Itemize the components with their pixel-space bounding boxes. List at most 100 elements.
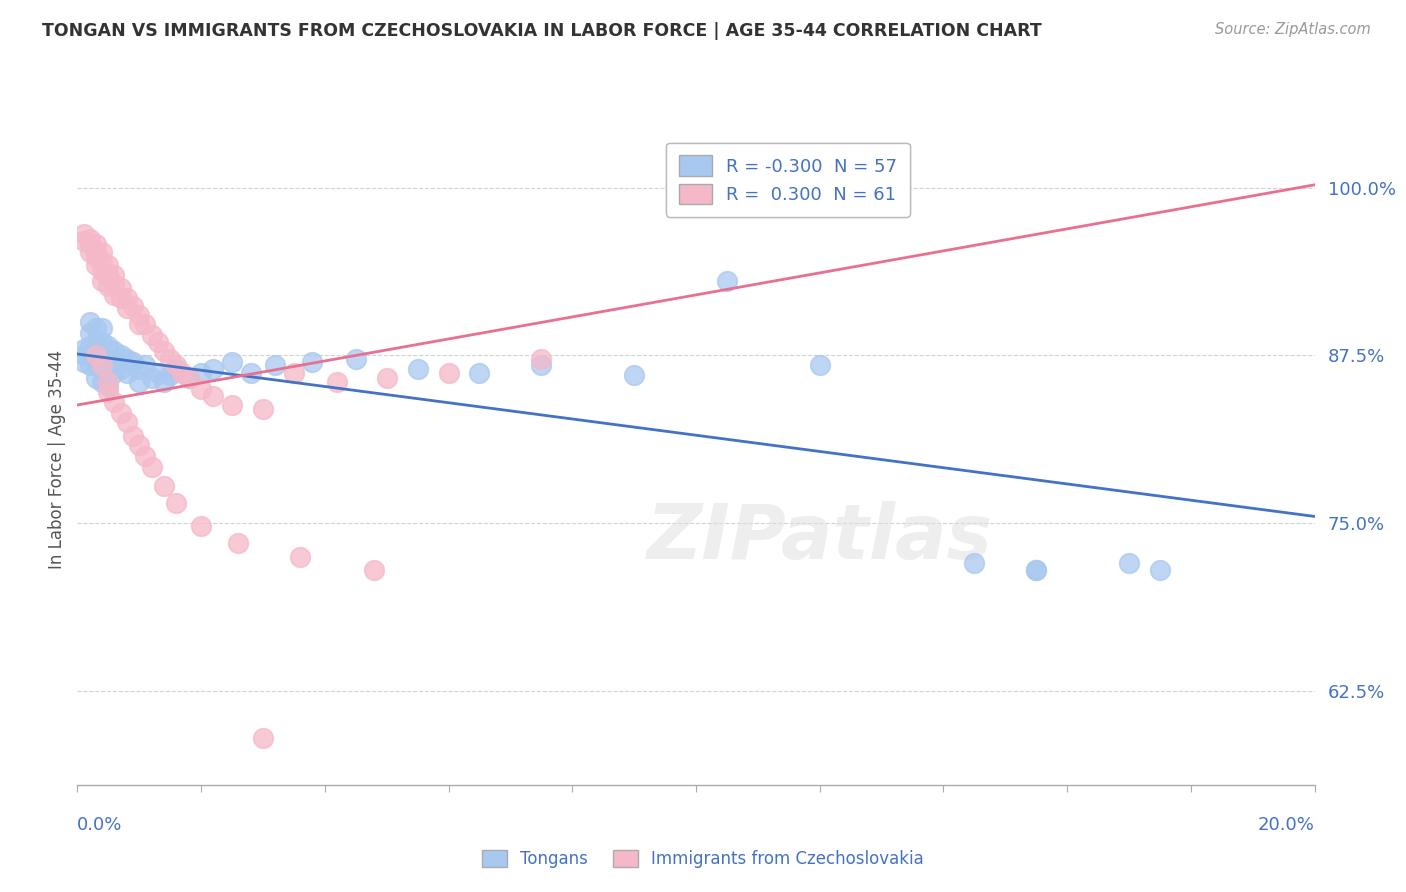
Point bbox=[72, 342, 94, 356]
Point bbox=[146, 334, 169, 349]
Point bbox=[72, 355, 94, 369]
Point bbox=[221, 398, 243, 412]
Point bbox=[115, 366, 138, 380]
Point bbox=[72, 227, 94, 242]
Point bbox=[437, 366, 460, 380]
Point bbox=[363, 563, 385, 577]
Point bbox=[84, 371, 107, 385]
Point bbox=[159, 352, 181, 367]
Point bbox=[716, 275, 738, 289]
Text: ZIPatlas: ZIPatlas bbox=[647, 500, 993, 574]
Point bbox=[141, 459, 163, 474]
Point bbox=[110, 348, 132, 362]
Point bbox=[79, 348, 101, 362]
Point bbox=[252, 731, 274, 745]
Point bbox=[623, 368, 645, 383]
Point bbox=[115, 301, 138, 316]
Text: 20.0%: 20.0% bbox=[1258, 816, 1315, 834]
Point bbox=[128, 438, 150, 452]
Point bbox=[1025, 563, 1047, 577]
Point bbox=[110, 291, 132, 305]
Point bbox=[84, 250, 107, 264]
Point bbox=[103, 344, 125, 359]
Point bbox=[115, 291, 138, 305]
Point bbox=[122, 355, 145, 369]
Point bbox=[1118, 557, 1140, 571]
Legend: R = -0.300  N = 57, R =  0.300  N = 61: R = -0.300 N = 57, R = 0.300 N = 61 bbox=[666, 143, 910, 217]
Point bbox=[172, 366, 194, 380]
Point bbox=[128, 308, 150, 322]
Point bbox=[122, 299, 145, 313]
Point bbox=[91, 361, 114, 376]
Point bbox=[202, 389, 225, 403]
Point bbox=[91, 321, 114, 335]
Point bbox=[326, 375, 349, 389]
Point bbox=[375, 371, 398, 385]
Point bbox=[91, 254, 114, 268]
Point bbox=[134, 449, 156, 463]
Point bbox=[97, 379, 120, 393]
Point bbox=[84, 358, 107, 372]
Point bbox=[122, 429, 145, 443]
Point bbox=[190, 519, 212, 533]
Point bbox=[221, 355, 243, 369]
Point bbox=[103, 268, 125, 282]
Point bbox=[72, 348, 94, 362]
Point bbox=[128, 361, 150, 376]
Point bbox=[103, 277, 125, 292]
Point bbox=[91, 334, 114, 349]
Point bbox=[84, 236, 107, 251]
Point bbox=[141, 371, 163, 385]
Point bbox=[79, 339, 101, 353]
Point bbox=[963, 557, 986, 571]
Point bbox=[288, 549, 311, 564]
Point bbox=[97, 339, 120, 353]
Point bbox=[103, 355, 125, 369]
Point bbox=[177, 371, 200, 385]
Point bbox=[165, 361, 187, 376]
Point bbox=[146, 366, 169, 380]
Point bbox=[79, 326, 101, 340]
Point bbox=[344, 352, 367, 367]
Point bbox=[84, 259, 107, 273]
Point bbox=[110, 281, 132, 295]
Point bbox=[97, 259, 120, 273]
Point bbox=[177, 371, 200, 385]
Point bbox=[91, 244, 114, 259]
Y-axis label: In Labor Force | Age 35-44: In Labor Force | Age 35-44 bbox=[48, 350, 66, 569]
Point bbox=[141, 328, 163, 343]
Point bbox=[91, 348, 114, 362]
Point bbox=[530, 358, 553, 372]
Point bbox=[97, 366, 120, 380]
Point bbox=[190, 382, 212, 396]
Point bbox=[190, 366, 212, 380]
Point bbox=[84, 321, 107, 335]
Point bbox=[97, 384, 120, 399]
Point bbox=[283, 366, 305, 380]
Point bbox=[97, 278, 120, 293]
Point bbox=[91, 375, 114, 389]
Point bbox=[79, 315, 101, 329]
Point bbox=[91, 275, 114, 289]
Point bbox=[153, 344, 176, 359]
Point bbox=[72, 234, 94, 248]
Point bbox=[530, 352, 553, 367]
Point bbox=[84, 348, 107, 362]
Point bbox=[110, 406, 132, 420]
Point bbox=[97, 375, 120, 389]
Point bbox=[91, 358, 114, 372]
Point bbox=[202, 361, 225, 376]
Point bbox=[115, 352, 138, 367]
Point bbox=[1025, 563, 1047, 577]
Point bbox=[252, 402, 274, 417]
Point bbox=[1149, 563, 1171, 577]
Point bbox=[97, 352, 120, 367]
Point bbox=[226, 536, 249, 550]
Point bbox=[301, 355, 323, 369]
Point bbox=[84, 334, 107, 349]
Point bbox=[153, 375, 176, 389]
Point bbox=[103, 288, 125, 302]
Point bbox=[159, 368, 181, 383]
Text: TONGAN VS IMMIGRANTS FROM CZECHOSLOVAKIA IN LABOR FORCE | AGE 35-44 CORRELATION : TONGAN VS IMMIGRANTS FROM CZECHOSLOVAKIA… bbox=[42, 22, 1042, 40]
Text: Source: ZipAtlas.com: Source: ZipAtlas.com bbox=[1215, 22, 1371, 37]
